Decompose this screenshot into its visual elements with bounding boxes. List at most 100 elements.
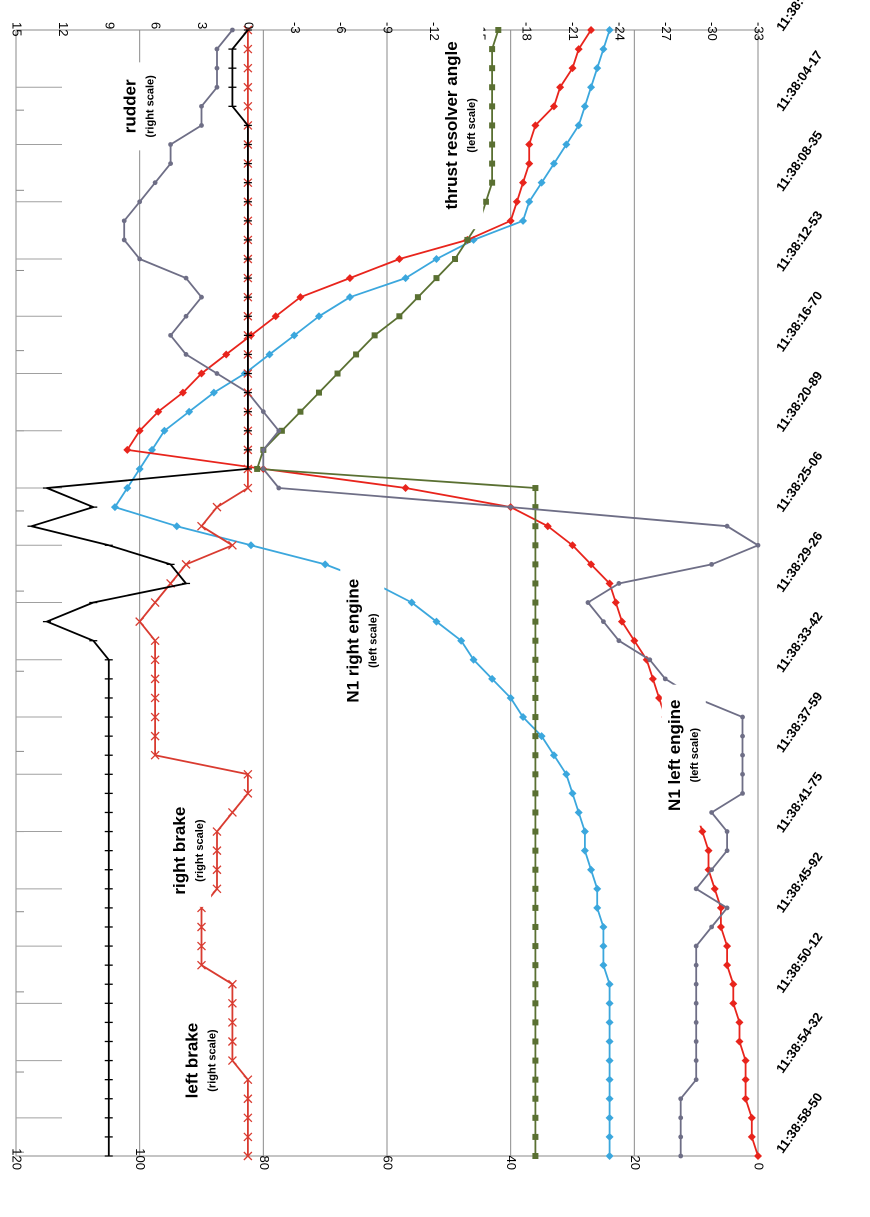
data-point (150, 731, 160, 741)
data-point (580, 827, 589, 836)
data-point (150, 693, 160, 703)
data-point (519, 713, 528, 722)
data-point (532, 1019, 539, 1026)
data-point (532, 637, 539, 644)
data-point (489, 160, 496, 167)
data-point (123, 484, 132, 493)
data-point (693, 1039, 699, 1044)
data-point (532, 485, 539, 492)
annotation-background (340, 565, 385, 716)
annotation-scale: (left scale) (466, 98, 478, 153)
time-tick-label: 11:38:16-70 (773, 288, 826, 354)
data-point (212, 865, 222, 875)
annotation-scale: (left scale) (367, 613, 379, 668)
annotation-background (117, 62, 162, 151)
annotation-scale: (right scale) (207, 1029, 219, 1092)
data-point (724, 523, 730, 529)
data-point (506, 216, 515, 225)
data-point (599, 45, 608, 54)
data-point (243, 1132, 253, 1142)
data-point (178, 388, 187, 397)
data-point (532, 771, 539, 778)
data-point (197, 521, 206, 531)
data-point (150, 712, 160, 722)
data-point (489, 141, 496, 148)
data-point (605, 1056, 614, 1065)
data-point (532, 847, 539, 854)
data-point (532, 599, 539, 606)
data-point (334, 370, 341, 377)
data-point (532, 504, 539, 511)
data-point (508, 504, 514, 510)
right-axis-tick-label: -33 (752, 22, 767, 41)
data-point (599, 961, 608, 970)
data-point (693, 1000, 699, 1006)
data-point (199, 103, 204, 109)
right-axis-tick-label: -21 (566, 22, 581, 41)
data-point (212, 884, 222, 894)
data-point (519, 178, 528, 187)
data-point (562, 140, 571, 149)
data-point (537, 732, 546, 741)
data-point (574, 121, 583, 130)
data-point (532, 809, 539, 816)
data-point (532, 1095, 539, 1102)
data-point (549, 102, 558, 111)
data-point (605, 980, 614, 989)
data-point (243, 101, 253, 111)
data-point (532, 561, 539, 568)
data-point (227, 979, 237, 989)
right-axis-tick-label: -12 (427, 22, 442, 41)
series-layer (27, 25, 762, 1161)
data-point (532, 1038, 539, 1045)
time-tick-label: 11:38:50-12 (773, 930, 826, 996)
data-point (532, 1057, 539, 1064)
annotation-scale: (right scale) (194, 819, 206, 882)
right-axis-tick-label: -3 (288, 22, 303, 34)
data-point (432, 617, 441, 626)
annotation-label: N1 left engine (665, 699, 684, 810)
data-point (314, 312, 323, 321)
data-point (395, 255, 404, 264)
data-point (290, 331, 299, 340)
data-point (150, 674, 160, 684)
data-point (531, 121, 540, 130)
data-point (121, 237, 127, 243)
data-point (532, 1076, 539, 1083)
data-point (212, 846, 222, 856)
series-rudder (121, 27, 761, 1159)
annotation-scale: (left scale) (689, 728, 701, 783)
data-point (693, 1077, 699, 1083)
annotation-thrust-resolver-angle: thrust resolver angle (left scale) (439, 21, 484, 230)
data-point (181, 559, 191, 569)
data-point (489, 122, 496, 129)
data-point (605, 1018, 614, 1027)
data-point (168, 161, 173, 166)
data-point (243, 1113, 253, 1123)
data-point (755, 542, 761, 548)
data-point (243, 44, 253, 54)
data-point (532, 828, 539, 835)
data-point (160, 426, 169, 435)
data-point (243, 82, 253, 92)
data-point (488, 674, 497, 683)
data-point (678, 1153, 684, 1159)
time-tick-label: 11:38:37-59 (773, 689, 826, 755)
data-point (605, 579, 614, 588)
series-line-left-brake (30, 29, 249, 1156)
right-axis-tick-label: 12 (56, 22, 71, 36)
data-point (227, 540, 237, 550)
data-point (605, 1132, 614, 1141)
data-point (710, 884, 719, 893)
time-tick-label: 11:38:33-42 (773, 609, 826, 675)
data-point (222, 350, 231, 359)
data-point (482, 198, 489, 205)
data-point (260, 409, 266, 415)
data-point (740, 790, 745, 796)
data-point (532, 1133, 539, 1140)
time-axis-ticks: 11:38:00-00 11:38:04-17 11:38:08-35 11:38:1… (773, 0, 826, 1156)
data-point (724, 848, 730, 854)
data-point (741, 1056, 750, 1065)
data-point (605, 1113, 614, 1122)
